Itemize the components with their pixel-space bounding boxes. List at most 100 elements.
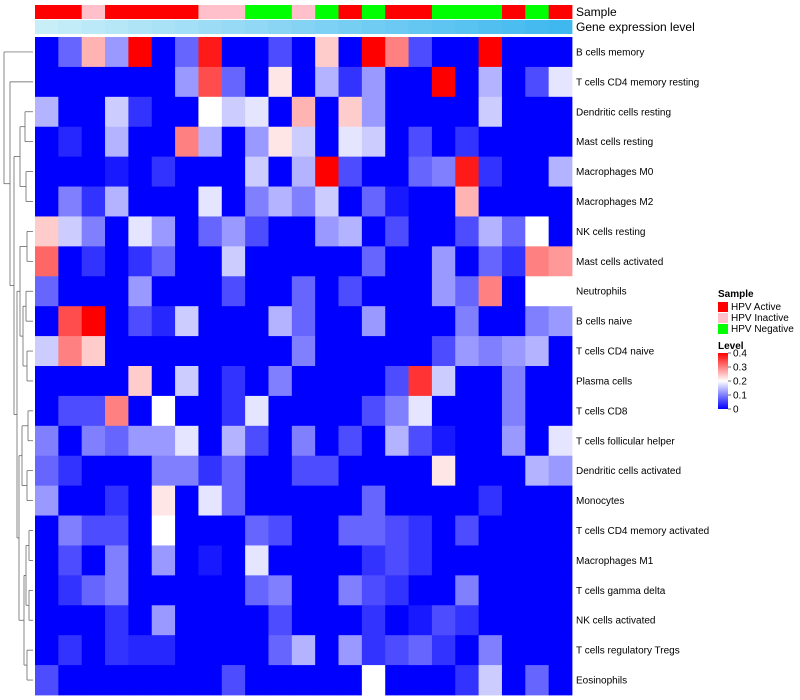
heatmap-cell: [338, 336, 363, 367]
heatmap-cell: [198, 276, 223, 307]
row-label: Macrophages M1: [576, 556, 654, 567]
legend-level-tick-label: 0.2: [733, 377, 747, 388]
heatmap-cell: [221, 276, 246, 307]
heatmap-cell: [548, 545, 573, 576]
heatmap-cell: [245, 246, 269, 277]
heatmap-cell: [268, 156, 293, 187]
heatmap-cell: [58, 126, 83, 158]
heatmap-cell: [338, 545, 363, 576]
heatmap-cell: [128, 96, 153, 128]
heatmap-cell: [81, 545, 106, 576]
legend: Sample HPV Active HPV Inactive HPV Negat…: [718, 289, 794, 416]
heatmap-cell: [291, 425, 316, 457]
heatmap-cell: [361, 246, 386, 277]
annotation-sample-cell: [478, 5, 503, 19]
heatmap-cell: [478, 366, 503, 397]
heatmap-cell: [525, 605, 550, 636]
heatmap-cell: [35, 306, 59, 337]
heatmap-cell: [105, 605, 129, 636]
heatmap-cell: [198, 635, 223, 666]
heatmap-cell: [128, 515, 153, 546]
heatmap-cells: [35, 37, 573, 696]
heatmap-cell: [245, 96, 269, 128]
heatmap-cell: [58, 665, 83, 696]
heatmap-cell: [548, 485, 573, 516]
heatmap-cell: [455, 336, 480, 367]
heatmap-cell: [175, 246, 199, 277]
heatmap-cell: [361, 186, 386, 217]
heatmap-cell: [501, 635, 526, 666]
heatmap-cell: [385, 96, 409, 128]
heatmap-cell: [548, 126, 573, 158]
heatmap-cell: [501, 246, 526, 277]
heatmap-cell: [35, 96, 59, 128]
heatmap-cell: [431, 156, 456, 187]
annotation-label-expression: Gene expression level: [576, 20, 695, 34]
heatmap-cell: [315, 246, 339, 277]
heatmap-cell: [245, 126, 269, 158]
heatmap-cell: [548, 276, 573, 307]
heatmap-cell: [221, 545, 246, 576]
heatmap-cell: [268, 96, 293, 128]
annotation-expression-cell: [338, 20, 363, 34]
heatmap-cell: [35, 635, 59, 666]
row-label: B cells naive: [576, 317, 633, 328]
heatmap-cell: [525, 156, 550, 187]
heatmap-cell: [548, 455, 573, 487]
heatmap-cell: [268, 366, 293, 397]
row-label: B cells memory: [576, 47, 644, 58]
heatmap-cell: [175, 96, 199, 128]
heatmap-cell: [408, 37, 433, 68]
heatmap-cell: [431, 366, 456, 397]
heatmap-cell: [501, 96, 526, 128]
heatmap-cell: [385, 216, 409, 247]
heatmap-cell: [525, 306, 550, 337]
heatmap-cell: [338, 366, 363, 397]
heatmap-cell: [151, 545, 176, 576]
heatmap-cell: [478, 276, 503, 307]
heatmap-cell: [431, 515, 456, 546]
heatmap-cell: [105, 306, 129, 337]
legend-label-hpv-negative: HPV Negative: [731, 324, 794, 335]
heatmap-cell: [221, 66, 246, 98]
heatmap-cell: [105, 216, 129, 247]
heatmap-cell: [151, 575, 176, 606]
heatmap-cell: [245, 156, 269, 187]
heatmap-cell: [81, 276, 106, 307]
heatmap-cell: [525, 395, 550, 427]
heatmap-cell: [548, 605, 573, 636]
heatmap-cell: [268, 246, 293, 277]
heatmap-cell: [35, 336, 59, 367]
row-label: Macrophages M0: [576, 167, 654, 178]
heatmap-cell: [105, 575, 129, 606]
heatmap-cell: [291, 366, 316, 397]
heatmap-cell: [175, 66, 199, 98]
heatmap-cell: [455, 66, 480, 98]
heatmap-cell: [175, 276, 199, 307]
heatmap-cell: [35, 665, 59, 696]
heatmap-cell: [431, 336, 456, 367]
heatmap-cell: [81, 246, 106, 277]
annotation-expression-cell: [548, 20, 573, 34]
heatmap-cell: [245, 575, 269, 606]
row-labels: B cells memory T cells CD4 memory resting…: [576, 47, 709, 686]
row-label: Mast cells activated: [576, 257, 663, 268]
heatmap-cell: [315, 665, 339, 696]
heatmap-cell: [175, 605, 199, 636]
annotation-expression-cell: [58, 20, 83, 34]
heatmap-cell: [175, 665, 199, 696]
legend-swatch-hpv-active: [718, 302, 728, 312]
row-label: Eosinophils: [576, 676, 627, 687]
heatmap-cell: [245, 66, 269, 98]
heatmap-cell: [151, 216, 176, 247]
heatmap-cell: [525, 635, 550, 666]
heatmap-cell: [105, 366, 129, 397]
heatmap-cell: [431, 605, 456, 636]
heatmap-cell: [268, 425, 293, 457]
heatmap-cell: [478, 545, 503, 576]
heatmap-cell: [385, 605, 409, 636]
legend-swatch-hpv-negative: [718, 324, 728, 334]
annotation-expression-cell: [315, 20, 339, 34]
column-annotations: [35, 5, 573, 34]
heatmap-cell: [245, 395, 269, 427]
